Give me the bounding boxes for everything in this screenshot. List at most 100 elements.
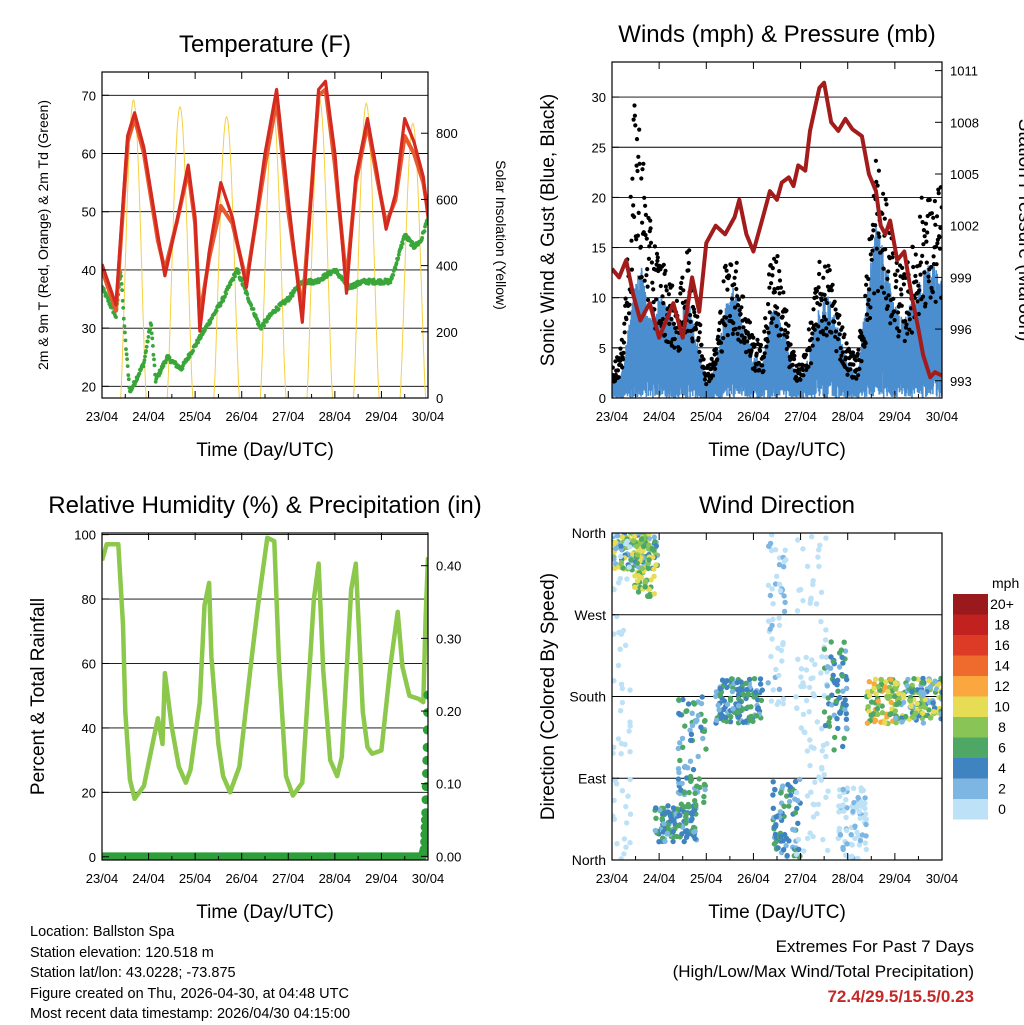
- gust-point: [622, 330, 627, 335]
- dewpoint-point: [152, 363, 157, 368]
- colorbar-swatch: [953, 696, 988, 717]
- gust-point: [873, 223, 878, 228]
- gust-point: [855, 351, 860, 356]
- gust-point: [910, 244, 915, 250]
- gust-point: [921, 228, 927, 233]
- direction-point: [793, 851, 800, 857]
- gust-point: [757, 367, 762, 373]
- gust-point: [800, 367, 806, 373]
- direction-point: [841, 808, 847, 814]
- direction-point: [815, 801, 821, 808]
- direction-point: [619, 534, 625, 540]
- direction-point: [769, 636, 775, 642]
- dewpoint-point: [399, 245, 404, 250]
- gust-point: [836, 321, 842, 326]
- panel-direction: Wind Direction Time (Day/UTC) Direction (C…: [538, 492, 1019, 923]
- direction-point: [769, 586, 775, 592]
- y-right-tick-label: 600: [436, 192, 458, 207]
- gust-point: [648, 240, 654, 245]
- gust-point: [840, 325, 845, 330]
- direction-point: [904, 682, 910, 689]
- precip-point: [421, 782, 428, 792]
- dewpoint-point: [106, 298, 111, 302]
- gust-point: [931, 215, 936, 220]
- gust-point: [615, 368, 621, 373]
- gust-point: [792, 353, 797, 358]
- gust-point: [631, 203, 636, 208]
- gust-point: [674, 298, 680, 303]
- dewpoint-point: [388, 280, 393, 285]
- gust-point: [840, 350, 845, 355]
- direction-point: [613, 545, 619, 552]
- gust-point: [670, 283, 675, 288]
- gust-point: [646, 256, 652, 261]
- direction-point: [928, 715, 934, 721]
- gust-point: [837, 332, 842, 337]
- gust-point: [821, 275, 826, 280]
- direction-point: [932, 678, 938, 684]
- direction-point: [627, 840, 633, 846]
- dewpoint-point: [290, 293, 295, 298]
- direction-point: [776, 686, 783, 692]
- direction-point: [652, 539, 658, 545]
- direction-point: [813, 601, 820, 607]
- gust-point: [732, 282, 737, 287]
- gust-point: [826, 263, 831, 268]
- gust-point: [879, 285, 884, 290]
- direction-point: [642, 578, 649, 584]
- gust-point: [870, 234, 875, 239]
- gust-point: [803, 352, 809, 357]
- gust-point: [917, 288, 922, 293]
- direction-point: [865, 704, 871, 710]
- dewpoint-point: [143, 354, 147, 359]
- y-tick-label: 70: [82, 88, 96, 103]
- direction-point: [648, 577, 654, 583]
- y-axis-right-label: Solar Insolation (Yellow): [493, 160, 509, 310]
- direction-point: [798, 666, 805, 672]
- gust-point: [906, 312, 912, 317]
- direction-point: [843, 797, 849, 803]
- y-right-tick-label: 996: [950, 322, 972, 337]
- gust-point: [765, 326, 770, 331]
- gust-point: [669, 316, 674, 322]
- direction-point: [621, 851, 627, 857]
- gust-point: [859, 359, 864, 364]
- direction-point: [647, 593, 653, 599]
- gust-point: [719, 349, 725, 354]
- created-text: Figure created on Thu, 2026-04-30, at 04…: [30, 985, 349, 1002]
- direction-point: [730, 706, 736, 712]
- direction-point: [788, 792, 794, 798]
- gust-point: [791, 349, 796, 354]
- precip-point: [420, 837, 428, 847]
- direction-point: [840, 688, 846, 694]
- gust-point: [929, 211, 935, 216]
- direction-point: [938, 711, 942, 717]
- direction-point: [809, 534, 815, 540]
- direction-point: [835, 688, 841, 694]
- gust-point: [739, 305, 744, 310]
- gust-point: [710, 373, 716, 378]
- y-right-tick-label: 1008: [950, 115, 979, 130]
- gust-point: [747, 335, 752, 340]
- series-wind-direction: [612, 533, 942, 860]
- gust-point: [778, 285, 784, 290]
- y-right-tick-label: 0: [436, 391, 443, 406]
- gust-point: [662, 332, 668, 337]
- direction-point: [823, 654, 830, 660]
- direction-point: [824, 741, 830, 747]
- gust-point: [838, 346, 843, 351]
- gust-point: [686, 260, 691, 266]
- gust-point: [729, 262, 734, 268]
- gust-point: [686, 268, 691, 273]
- direction-point: [810, 801, 816, 807]
- precip-point: [420, 815, 428, 825]
- gust-point: [648, 218, 653, 223]
- colorbar-swatch: [953, 655, 988, 676]
- dewpoint-point: [237, 270, 241, 275]
- gust-point: [718, 340, 724, 345]
- direction-point: [808, 789, 814, 795]
- direction-point: [775, 699, 782, 705]
- direction-point: [773, 814, 779, 820]
- gust-point: [886, 269, 891, 274]
- direction-point: [682, 828, 689, 835]
